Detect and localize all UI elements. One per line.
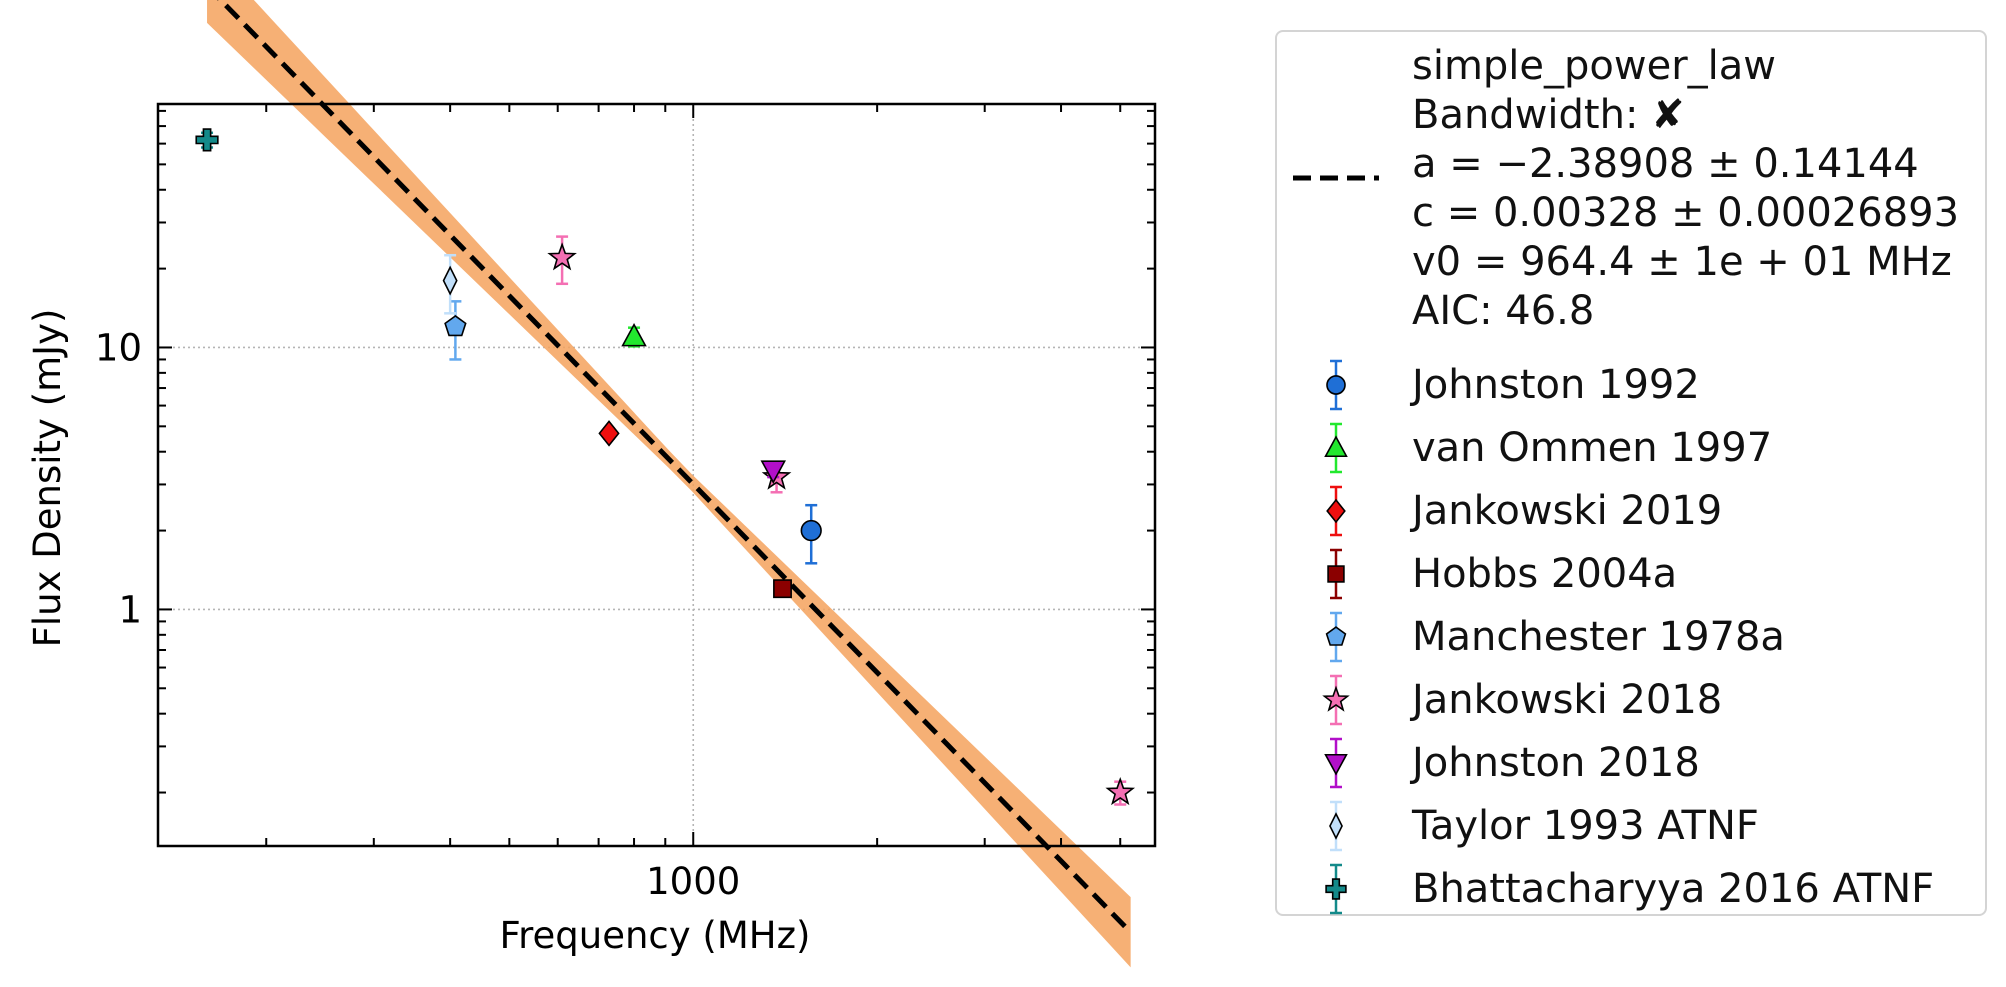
legend-marker (1322, 674, 1350, 726)
legend-marker-shape (1324, 435, 1348, 458)
legend-label: Jankowski 2018 (1412, 677, 1723, 723)
legend-label: Taylor 1993 ATNF (1412, 803, 1759, 849)
fit-uncertainty-band (207, 0, 1131, 968)
y-tick-label: 10 (95, 326, 142, 369)
legend-marker (1324, 422, 1348, 474)
legend-marker-shape (1327, 565, 1345, 583)
legend-label: van Ommen 1997 (1412, 425, 1773, 471)
data-point (442, 265, 458, 296)
legend-marker (1326, 485, 1346, 537)
fit-model-name: simple_power_law (1412, 43, 1777, 89)
legend-item: Manchester 1978a (1277, 609, 1977, 665)
fit-param-v0: v0 = 964.4 ± 1e + 01 MHz (1412, 239, 1952, 285)
legend-marker-shape (1326, 375, 1346, 395)
legend-marker (1324, 737, 1348, 789)
fit-param-a: a = −2.38908 ± 0.14144 (1412, 141, 1919, 187)
legend-fit-swatch (1293, 175, 1379, 181)
fit-band-area (207, 0, 1131, 968)
data-point (195, 128, 219, 152)
legend-item: Bhattacharyya 2016 ATNF (1277, 861, 1977, 917)
legend-marker (1327, 548, 1345, 600)
data-point (773, 579, 792, 599)
grid (158, 104, 1155, 846)
data-point (444, 314, 467, 337)
series-johnston-2018 (760, 460, 786, 484)
legend-fit-label: simple_power_law Bandwidth: ✘ a = −2.389… (1412, 42, 1959, 336)
data-point (760, 460, 786, 484)
legend-label: Bhattacharyya 2016 ATNF (1412, 866, 1935, 912)
legend-item: Hobbs 2004a (1277, 546, 1977, 602)
series-manchester-1978a (444, 300, 467, 361)
series-hobbs-2004a (773, 579, 792, 599)
data-point (547, 242, 577, 271)
legend-item: Jankowski 2019 (1277, 483, 1977, 539)
fit-bandwidth: Bandwidth: ✘ (1412, 92, 1685, 138)
series-van-ommen-1997 (621, 322, 647, 348)
legend-label: Jankowski 2019 (1412, 488, 1723, 534)
series-bhattacharyya-2016-atnf (195, 128, 219, 152)
legend-marker-shape (1326, 498, 1346, 524)
data-point (800, 519, 822, 542)
legend-marker (1325, 863, 1347, 915)
legend-marker-shape (1325, 626, 1347, 646)
y-tick-label: 1 (118, 588, 142, 631)
legend-item: Johnston 2018 (1277, 735, 1977, 791)
legend-marker (1326, 359, 1346, 411)
legend-marker-shape (1322, 685, 1350, 712)
fit-param-c: c = 0.00328 ± 0.00026893 (1412, 190, 1960, 236)
data-point (598, 420, 620, 447)
legend-marker (1325, 611, 1347, 663)
legend-item: van Ommen 1997 (1277, 420, 1977, 476)
legend-item: Johnston 1992 (1277, 357, 1977, 413)
fit-curve (217, 0, 1133, 934)
y-axis-label: Flux Density (mJy) (26, 309, 69, 648)
legend-label: Johnston 2018 (1412, 740, 1700, 786)
fit-aic: AIC: 46.8 (1412, 288, 1595, 334)
plot-area-frame (156, 102, 1157, 848)
legend-label: Manchester 1978a (1412, 614, 1785, 660)
data-point (1105, 776, 1136, 806)
fit-line (217, 0, 1133, 934)
legend-marker-shape (1325, 878, 1347, 900)
legend-item: Jankowski 2018 (1277, 672, 1977, 728)
x-axis-label: Frequency (MHz) (500, 914, 811, 957)
data-point (621, 322, 647, 347)
series-johnston-1992 (800, 503, 822, 565)
legend-label: Johnston 1992 (1412, 362, 1700, 408)
legend: simple_power_law Bandwidth: ✘ a = −2.389… (1275, 30, 1987, 916)
legend-marker-shape (1329, 812, 1343, 840)
legend-marker (1329, 800, 1343, 852)
legend-item: Taylor 1993 ATNF (1277, 798, 1977, 854)
series-jankowski-2019 (598, 420, 620, 447)
series-taylor-1993-atnf (442, 253, 458, 315)
series-jankowski-2018 (547, 235, 1136, 806)
x-tick-label: 1000 (646, 860, 740, 903)
legend-marker-shape (1324, 753, 1348, 776)
axis-ticks: 1000 1 10 (95, 104, 1155, 903)
data-points (195, 128, 1136, 806)
legend-label: Hobbs 2004a (1412, 551, 1678, 597)
